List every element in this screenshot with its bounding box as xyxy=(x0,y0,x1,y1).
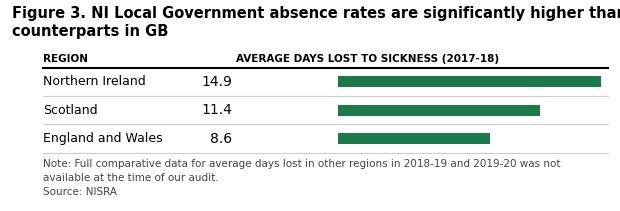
Text: 8.6: 8.6 xyxy=(210,132,232,146)
FancyBboxPatch shape xyxy=(338,76,601,87)
Text: AVERAGE DAYS LOST TO SICKNESS (2017-18): AVERAGE DAYS LOST TO SICKNESS (2017-18) xyxy=(236,54,498,64)
Text: Northern Ireland: Northern Ireland xyxy=(43,75,146,88)
FancyBboxPatch shape xyxy=(338,133,490,144)
FancyBboxPatch shape xyxy=(338,105,539,116)
Text: Scotland: Scotland xyxy=(43,104,98,117)
Text: England and Wales: England and Wales xyxy=(43,132,163,145)
Text: 14.9: 14.9 xyxy=(202,75,232,89)
Text: Note: Full comparative data for average days lost in other regions in 2018-19 an: Note: Full comparative data for average … xyxy=(43,159,561,196)
Text: REGION: REGION xyxy=(43,54,89,64)
Text: Figure 3. NI Local Government absence rates are significantly higher than their
: Figure 3. NI Local Government absence ra… xyxy=(12,6,620,39)
Text: 11.4: 11.4 xyxy=(202,103,232,117)
